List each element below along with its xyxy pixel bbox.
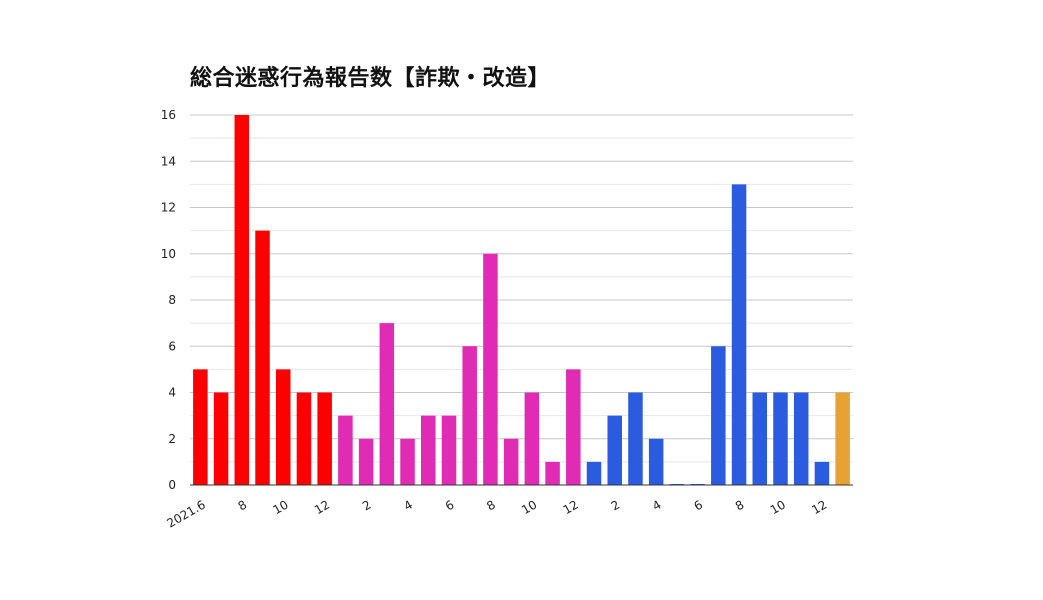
bar-12 <box>421 415 436 485</box>
x-tick-label: 12 <box>561 497 581 517</box>
bars <box>193 115 850 485</box>
bar-28 <box>752 392 768 485</box>
y-tick-label: 14 <box>161 154 176 168</box>
y-tick-label: 6 <box>168 339 176 353</box>
x-tick-label: 2 <box>360 497 374 513</box>
bar-20 <box>586 461 602 485</box>
bar-18 <box>545 461 560 485</box>
bar-4 <box>255 230 270 485</box>
y-tick-label: 2 <box>168 432 176 446</box>
bar-2 <box>213 392 229 485</box>
bar-5 <box>275 369 291 485</box>
bar-26 <box>711 346 726 485</box>
x-tick-label: 6 <box>443 497 457 513</box>
bar-30 <box>793 392 809 485</box>
x-tick-label: 12 <box>312 497 332 517</box>
bar-6 <box>296 392 312 485</box>
x-tick-label: 10 <box>271 497 291 517</box>
bar-17 <box>524 392 540 485</box>
x-tick-label: 8 <box>236 497 250 513</box>
bar-9 <box>358 438 374 485</box>
bar-22 <box>628 392 643 485</box>
bar-31 <box>814 461 830 485</box>
x-tick-label: 10 <box>519 497 539 517</box>
x-tick-label: 8 <box>484 497 498 513</box>
x-axis-ticks: 2021.6 8 10 12 2 4 6 8 10 12 2 4 6 8 10 12 <box>164 497 829 530</box>
x-tick-label: 8 <box>733 497 747 513</box>
x-tick-label: 2 <box>609 497 623 513</box>
bar-15 <box>483 253 498 485</box>
bar-21 <box>607 415 622 485</box>
bar-10 <box>379 323 395 485</box>
y-tick-label: 0 <box>168 478 176 492</box>
y-tick-label: 16 <box>161 108 176 122</box>
x-tick-label: 4 <box>650 497 664 513</box>
bar-13 <box>441 415 457 485</box>
bar-14 <box>462 346 477 485</box>
bar-1 <box>193 369 208 485</box>
bar-16 <box>503 438 519 485</box>
bar-7 <box>317 392 332 485</box>
y-tick-label: 4 <box>168 386 176 400</box>
y-tick-label: 12 <box>161 201 176 215</box>
x-tick-label: 12 <box>809 497 829 517</box>
bar-23 <box>648 438 664 485</box>
bar-11 <box>400 438 415 485</box>
x-tick-label: 4 <box>401 497 415 513</box>
y-axis-ticks: 0 2 4 6 8 10 12 14 16 <box>161 108 176 492</box>
x-tick-label: 10 <box>768 497 788 517</box>
bar-32 <box>835 392 850 485</box>
y-tick-label: 8 <box>168 293 176 307</box>
chart-title: 総合迷惑行為報告数【詐欺・改造】 <box>190 66 551 91</box>
bar-29 <box>773 392 788 485</box>
x-tick-label: 6 <box>691 497 705 513</box>
bar-19 <box>566 369 581 485</box>
y-tick-label: 10 <box>161 247 176 261</box>
bar-8 <box>338 415 353 485</box>
bar-27 <box>731 184 747 485</box>
x-tick-label: 2021.6 <box>164 497 207 530</box>
bar-3 <box>234 115 250 485</box>
